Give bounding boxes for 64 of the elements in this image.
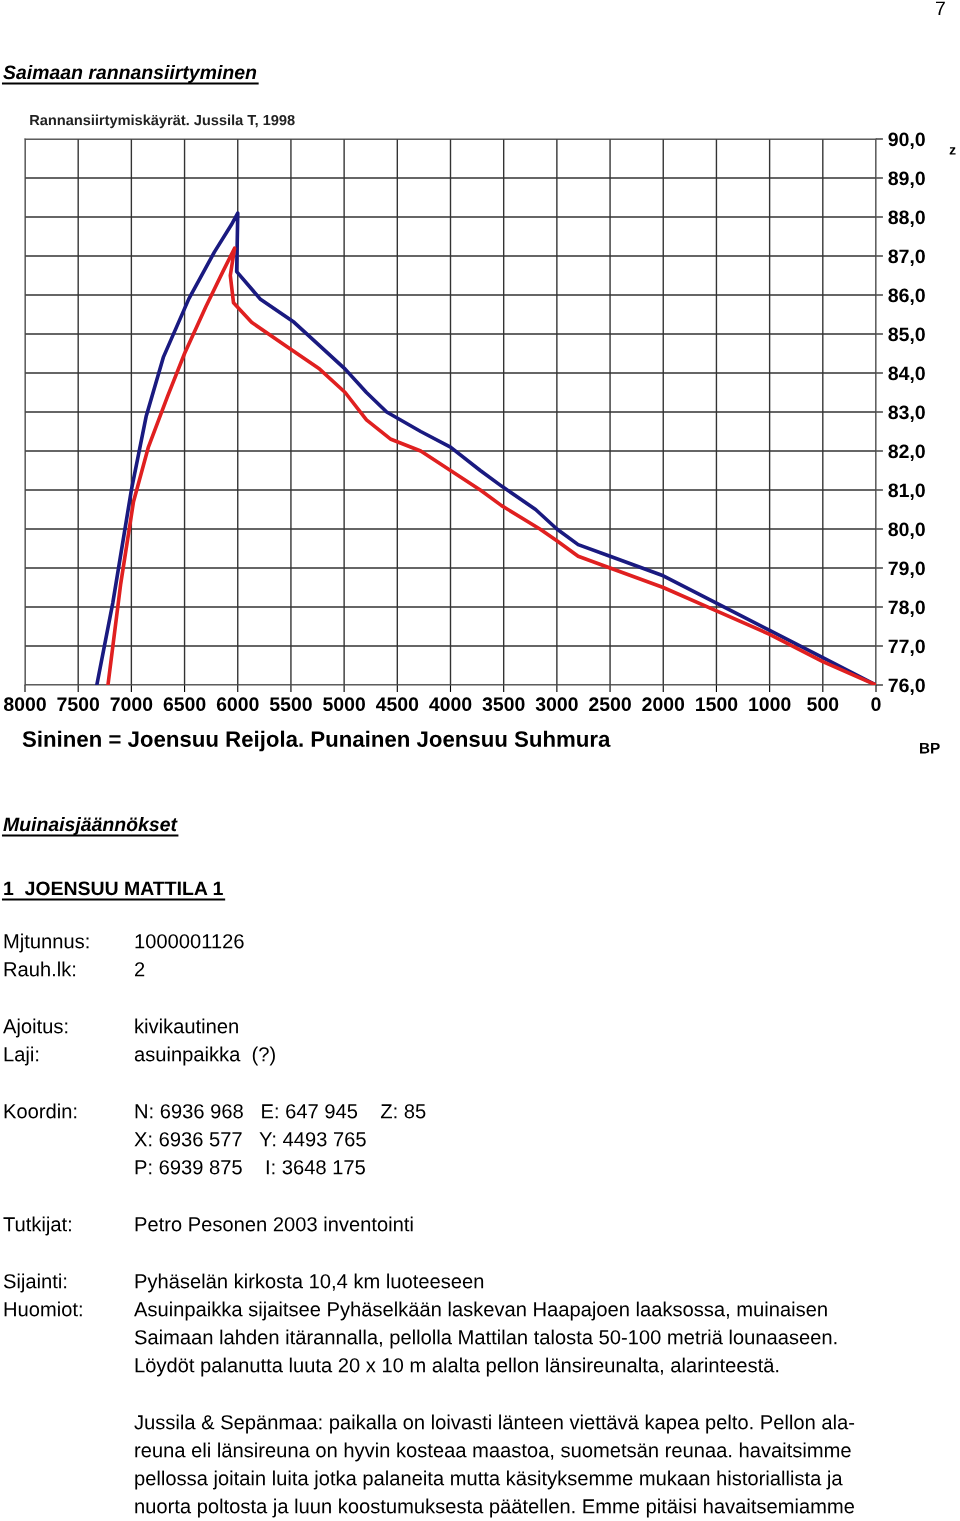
- text: Sininen = Joensuu Reijola. Punainen Joensuu Suhmura: [22, 730, 611, 752]
- text: P: 6939 875 I: 3648 175: [135, 1160, 365, 1175]
- text: nuorta poltosta ja luun koostumuksesta päätellen. Emme pitäisi havaitsemiamme: [135, 1498, 854, 1518]
- y-tick-label: 85,0: [888, 327, 925, 345]
- text: Saimaan lahden itärannalla, pellolla Mattilan talosta 50-100 metriä lounaaseen.: [134, 1329, 837, 1349]
- x-tick-label: 3000: [535, 697, 578, 712]
- x-tick-label: 3500: [482, 697, 525, 712]
- y-tick-label: 77,0: [888, 639, 925, 657]
- text: N: 6936 968 E: 647 945 Z: 85: [135, 1104, 426, 1119]
- y-tick-label: 78,0: [888, 600, 925, 618]
- x-tick-label: 7000: [110, 697, 153, 712]
- text: Pyhäselän kirkosta 10,4 km luoteeseen: [135, 1273, 484, 1293]
- text: Saimaan rannansiirtyminen: [3, 64, 257, 84]
- text: Muinaisjäännökset: [3, 816, 178, 836]
- text: 7: [936, 1, 945, 16]
- x-tick-label: 5500: [269, 697, 312, 712]
- text: Jussila & Sepänmaa: paikalla on loivasti länteen viettävä kapea pelto. Pellon ala-: [134, 1414, 855, 1434]
- text: Sijainti:: [3, 1273, 67, 1293]
- x-tick-label: 0: [871, 697, 881, 712]
- text: 1000001126: [135, 934, 244, 949]
- text: Laji:: [4, 1046, 39, 1066]
- text: pellossa joitain luita jotka palaneita mutta käsityksemme mukaan historiallista ja: [135, 1470, 843, 1490]
- x-tick-label: 1500: [696, 697, 738, 712]
- x-tick-label: 2500: [589, 697, 631, 712]
- x-tick-label: 8000: [3, 697, 46, 712]
- text: Koordin:: [4, 1103, 77, 1119]
- y-tick-label: 86,0: [888, 288, 925, 306]
- text: asuinpaikka (?): [134, 1046, 275, 1066]
- x-axis-title: BP: [920, 742, 940, 754]
- y-tick-label: 88,0: [888, 210, 925, 228]
- text: Huomiot:: [4, 1301, 82, 1317]
- x-tick-label: 4500: [375, 697, 419, 712]
- x-tick-label: 2000: [642, 697, 685, 712]
- y-tick-label: 82,0: [888, 444, 925, 462]
- y-tick-label: 76,0: [888, 678, 925, 696]
- y-tick-label: 89,0: [888, 171, 925, 189]
- x-tick-label: 5000: [323, 697, 365, 712]
- text: Tutkijat:: [3, 1216, 71, 1236]
- text: 2: [135, 962, 145, 977]
- y-tick-label: 80,0: [888, 522, 925, 540]
- y-axis-title: z: [949, 147, 956, 155]
- x-tick-label: 4000: [429, 697, 472, 712]
- text: Ajoitus:: [3, 1018, 68, 1038]
- text: reuna eli länsireuna on hyvin kosteaa maastoa, suometsän reunaa. havaitsimme: [135, 1442, 851, 1462]
- text: Petro Pesonen 2003 inventointi: [135, 1216, 413, 1232]
- text: Rauh.lk:: [4, 961, 76, 977]
- x-tick-label: 1000: [749, 697, 791, 712]
- y-tick-label: 81,0: [888, 483, 925, 501]
- y-tick-label: 83,0: [888, 405, 925, 423]
- chart-title: Rannansiirtymiskäyrät. Jussila T, 1998: [30, 114, 295, 129]
- text: Asuinpaikka sijaitsee Pyhäselkään laskevan Haapajoen laaksossa, muinaisen: [134, 1301, 827, 1321]
- x-tick-label: 6000: [216, 697, 259, 712]
- y-tick-label: 90,0: [888, 132, 925, 150]
- y-tick-label: 79,0: [888, 561, 925, 579]
- y-tick-label: 87,0: [888, 249, 925, 267]
- text: Mjtunnus:: [4, 933, 89, 953]
- text: X: 6936 577 Y: 4493 765: [134, 1132, 366, 1147]
- y-tick-label: 84,0: [888, 366, 925, 384]
- text: Löydöt palanutta luuta 20 x 10 m alalta pellon länsireunalta, alarinteestä.: [135, 1357, 779, 1377]
- x-tick-label: 6500: [163, 697, 206, 712]
- x-tick-label: 500: [807, 697, 839, 712]
- text: kivikautinen: [135, 1018, 238, 1034]
- text: 1 JOENSUU MATTILA 1: [4, 881, 223, 896]
- x-tick-label: 7500: [57, 697, 100, 712]
